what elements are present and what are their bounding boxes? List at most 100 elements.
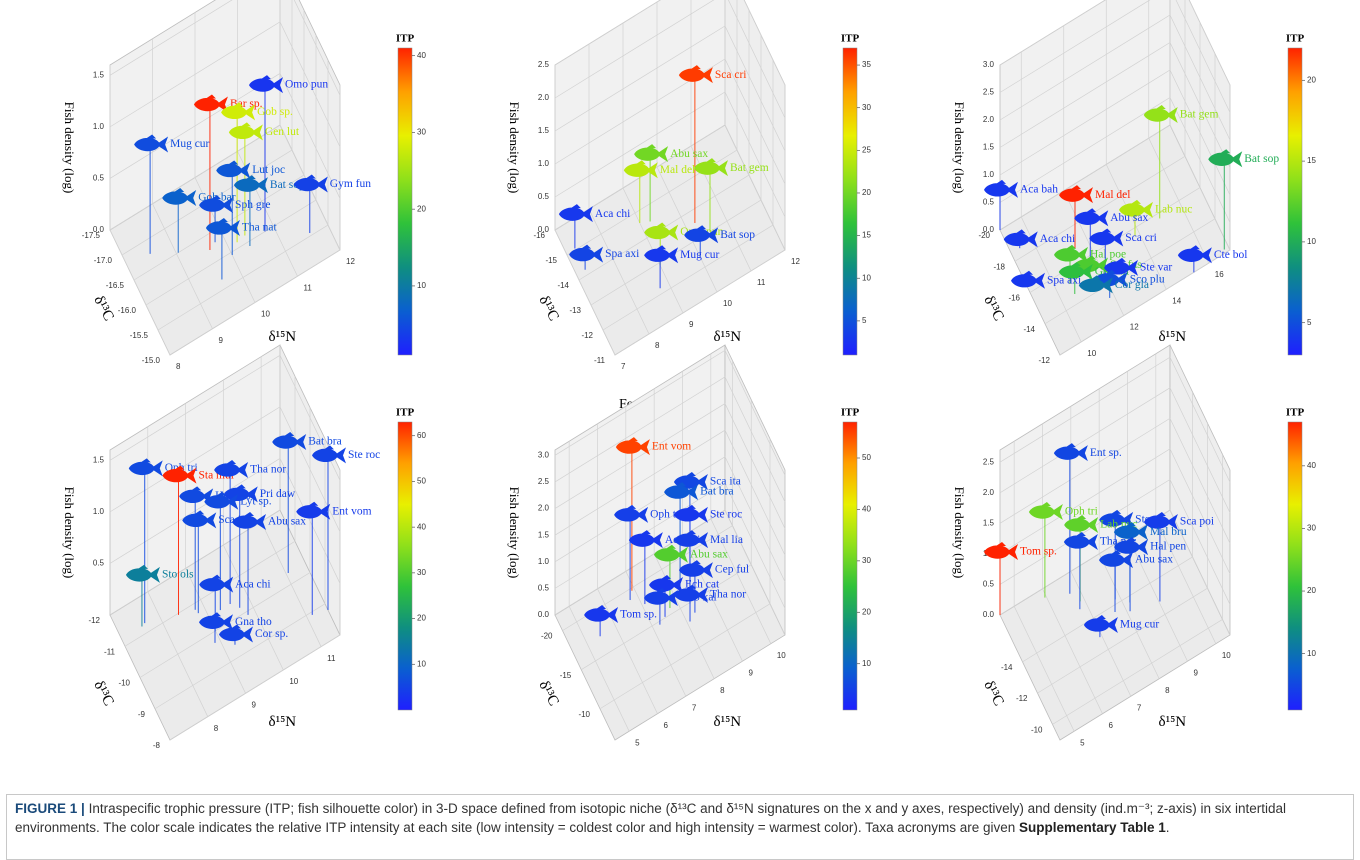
colorbar-tick-label: 20 [862,607,871,616]
caption: FIGURE 1 | Intraspecific trophic pressur… [6,794,1354,860]
figure: SalinópolisFish density (log)δ¹³Cδ¹⁵N-17… [62,0,1316,750]
fish-label: Abu sax [670,148,708,160]
z-grid-line [554,403,786,529]
z-grid-line [554,91,786,218]
colorbar-tick-label: 40 [417,51,426,60]
fish [1003,229,1038,248]
z-grid-line [554,0,786,119]
fish [1099,509,1134,528]
z-grid-line [999,0,1231,113]
z-tick-label: 2.0 [538,93,550,102]
fish-label: Gna tho [235,616,272,628]
colorbar-tick-label: 35 [862,60,871,69]
z-grid-line [554,429,786,556]
z-grid-line [109,21,341,148]
z-axis-label: Fish density (log) [952,487,967,579]
fish-label: Mug cur [1120,619,1159,631]
y-tick-label: 10 [1087,349,1096,358]
y-axis-label: δ¹⁵N [269,714,297,730]
z-tick-label: 3.0 [538,450,550,459]
fish-label: Oph tri [650,508,683,520]
colorbar-tick-label: 25 [862,145,871,154]
fish [232,512,267,531]
fish-label: Abu sax [268,516,306,528]
colorbar-label: ITP [396,407,415,419]
colorbar [1287,421,1303,711]
x-tick-label: -17.0 [94,256,113,265]
fish-label: Bat bra [700,486,734,498]
z-tick-label: 2.5 [983,88,995,97]
fish [584,604,619,623]
z-tick-label: 0.0 [538,225,550,234]
y-grid-line [147,426,209,717]
y-tick-label: 11 [327,654,336,663]
fish-label: Mug cur [170,138,209,150]
y-tick-label: 8 [720,686,725,695]
y-tick-label: 5 [1080,738,1085,747]
z-grid-line [999,96,1231,223]
fish-label: Sca cri [715,69,747,81]
caption-end: . [1165,820,1170,835]
fish [228,122,263,141]
x-tick-label: -11 [594,356,606,365]
colorbar-tick-label: 40 [417,522,426,531]
z-tick-label: 2.0 [983,115,995,124]
x-tick-label: -10 [118,679,130,688]
y-axis-label: δ¹⁵N [714,329,742,345]
fish-label: Ent sp. [1090,447,1122,459]
fish-label: Aca chi [1040,233,1075,245]
y-grid-line [185,403,246,694]
z-grid-line [999,417,1231,544]
y-tick-label: 12 [1130,323,1139,332]
colorbar-tick-label: 10 [862,273,871,282]
colorbar-tick-label: 20 [1307,586,1316,595]
x-axis-label: δ¹³C [535,678,561,709]
z-tick-label: 2.0 [983,488,995,497]
fish [1089,228,1124,247]
fish-label: Ste var [1140,262,1172,274]
fish [1208,149,1243,168]
colorbar-tick-label: 20 [1307,75,1316,84]
y-tick-label: 10 [289,677,298,686]
z-grid-line [554,376,786,503]
z-axis-label: Fish density (log) [507,102,522,194]
fish [1143,512,1178,531]
fish-label: Ent vom [332,505,371,517]
x-tick-label: -15.5 [130,331,149,340]
fish-label: Cor gla [1115,279,1149,291]
y-tick-label: 11 [757,278,766,287]
fish-label: Tha nor [250,464,286,476]
z-tick-label: 0.5 [538,583,550,592]
fish-label: Aca bah [1020,183,1058,195]
z-grid-line [999,69,1231,196]
fish-label: Aca chi [595,208,630,220]
caption-link[interactable]: Supplementary Table 1 [1019,820,1166,835]
x-tick-label: -14 [557,281,569,290]
z-tick-label: 0.5 [93,559,105,568]
z-grid-line [554,25,786,152]
y-tick-label: 16 [1215,270,1224,279]
x-grid-line [124,376,296,647]
x-tick-label: -15.0 [142,356,161,365]
z-axis-label: Fish density (log) [952,102,967,194]
y-tick-label: 6 [1109,721,1114,730]
z-grid-line [109,0,341,96]
y-tick-label: 8 [214,724,219,733]
z-axis-label: Fish density (log) [507,487,522,579]
x-tick-label: -15 [545,256,557,265]
colorbar [397,47,413,356]
fish [216,160,251,179]
fish-label: Pri daw [260,488,296,500]
fish-label: Tha nat [242,222,278,234]
fish [678,560,713,579]
y-tick-label: 5 [635,738,640,747]
fish-label: Mal del [1095,189,1130,201]
fish [205,217,240,236]
colorbar-tick-label: 60 [417,431,426,440]
fish [198,612,233,631]
fish-label: Mal bru [1150,526,1187,538]
fish-label: Hal poe [1090,248,1126,260]
fish-label: Mal lia [710,534,743,546]
z-tick-label: 1.0 [538,557,550,566]
x-axis-label: δ¹³C [980,293,1006,324]
